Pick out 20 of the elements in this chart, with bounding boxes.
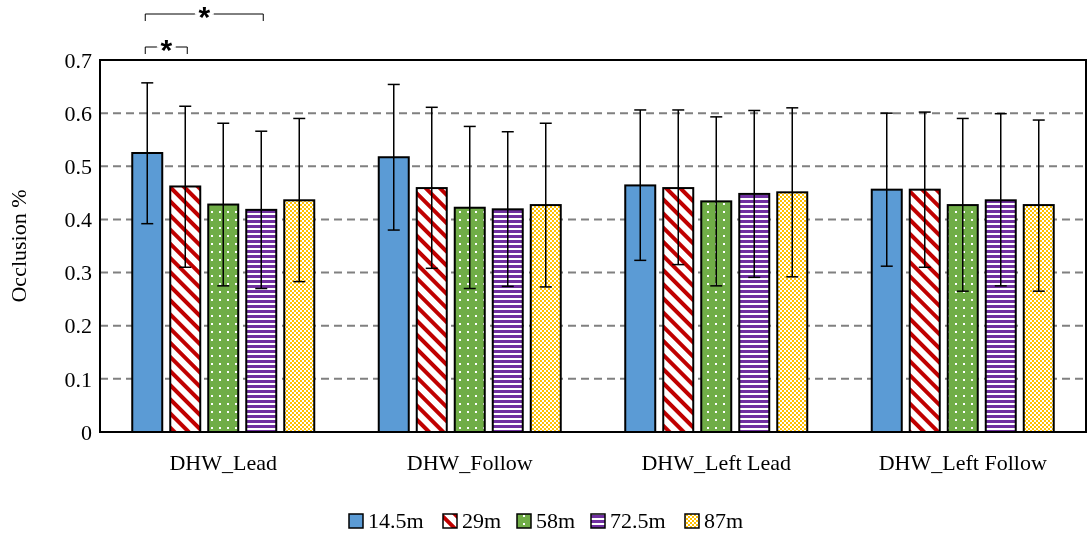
y-axis-title: Occlusion % — [6, 189, 31, 303]
y-tick-label: 0.7 — [64, 47, 92, 73]
x-tick-label: DHW_Lead — [169, 450, 278, 475]
annotation: * — [160, 33, 173, 66]
legend-label: 29m — [462, 508, 502, 533]
legend-label: 58m — [536, 508, 576, 533]
y-tick-label: 0.5 — [64, 153, 92, 179]
x-tick-label: DHW_Left Lead — [641, 450, 792, 475]
legend-label: 72.5m — [610, 508, 666, 533]
y-tick-label: 0.2 — [64, 313, 92, 339]
y-tick-label: 0.1 — [64, 366, 92, 392]
text: * — [198, 0, 211, 33]
y-tick-label: 0.6 — [64, 100, 92, 126]
y-tick-label: 0.4 — [64, 207, 92, 233]
legend-label: 87m — [704, 508, 744, 533]
x-tick-label: DHW_Follow — [406, 450, 533, 475]
y-tick-label: 0 — [81, 419, 92, 445]
x-tick-label: DHW_Left Follow — [878, 450, 1047, 475]
legend-label: 14.5m — [368, 508, 424, 533]
y-tick-label: 0.3 — [64, 260, 92, 286]
